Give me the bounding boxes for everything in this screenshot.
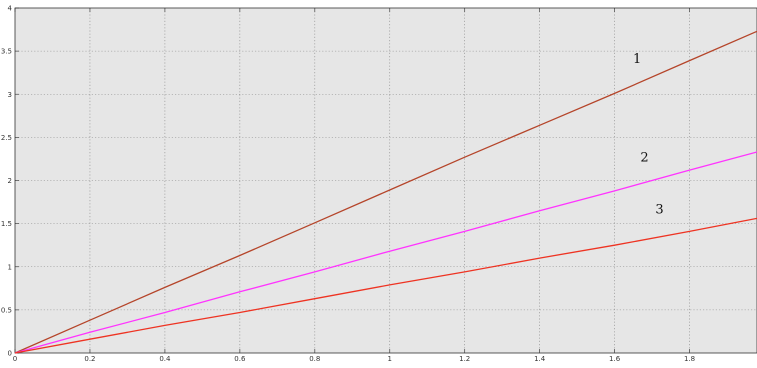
y-tick-label: 4 [8,5,13,13]
series-line-1 [14,30,757,354]
y-tick-label: 1 [8,263,12,271]
x-tick-label: 0.2 [84,355,95,363]
series-lines [14,30,757,354]
curve-labels: 1 2 3 [633,52,664,217]
y-tick-label: 1.5 [1,220,12,228]
x-tick-label: 1 [388,355,392,363]
axes: 0 0.2 0.4 0.6 0.8 1 1.2 1.4 1.6 1.8 0 0.5 1 1.5 2 2.5 3 3… [1,5,757,363]
y-tick-label: 0.5 [1,306,12,314]
x-tick-label: 1.2 [459,355,470,363]
y-tick-label: 2 [8,177,12,185]
grid [15,8,757,353]
y-tick-label: 2.5 [1,134,12,142]
y-tick-label: 3.5 [1,48,12,56]
curve-label-3: 3 [655,202,663,217]
curve-label-1: 1 [633,52,641,67]
x-tick-label: 0 [13,355,17,363]
curve-label-2: 2 [640,151,648,166]
y-tick-label: 0 [8,350,12,358]
x-tick-label: 1.4 [534,355,546,363]
series-line-2 [14,151,757,354]
x-tick-label: 0.4 [159,355,171,363]
y-tick-label: 3 [8,91,12,99]
series-line-3 [14,217,757,354]
x-tick-label: 1.8 [684,355,695,363]
x-tick-label: 1.6 [609,355,621,363]
plot-frame [14,7,757,354]
x-tick-label: 0.6 [234,355,246,363]
x-tick-label: 0.8 [309,355,320,363]
